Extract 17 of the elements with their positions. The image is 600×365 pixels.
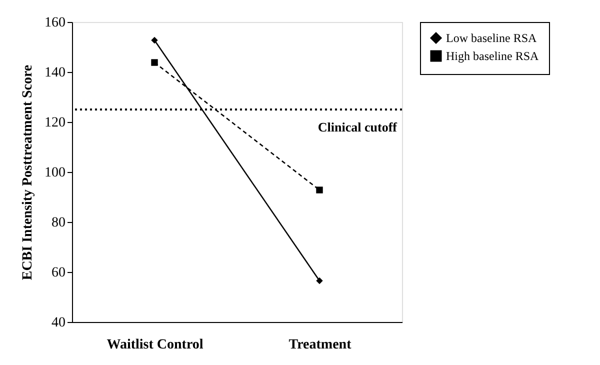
point bbox=[316, 277, 323, 284]
x-tick-label: Treatment bbox=[288, 338, 352, 352]
point bbox=[316, 186, 323, 194]
point bbox=[151, 36, 158, 44]
point bbox=[151, 59, 158, 66]
legend-label: Low baseline RSA bbox=[446, 31, 537, 45]
y-tick-label: 140 bbox=[44, 66, 66, 80]
legend-label: High baseline RSA bbox=[446, 49, 539, 63]
y-tick-label: 100 bbox=[44, 166, 66, 180]
x-tick-label: Waitlist Control bbox=[106, 338, 204, 352]
y-tick-label: 160 bbox=[44, 16, 66, 30]
y-tick-label: 40 bbox=[52, 316, 66, 330]
y-axis-title: ECBI Intensity Posttreatment Score bbox=[20, 64, 36, 280]
y-tick-label: 60 bbox=[52, 266, 66, 280]
y-tick-label: 120 bbox=[44, 116, 66, 130]
ref-line-label: Clinical cutoff bbox=[318, 120, 398, 134]
y-tick-label: 80 bbox=[52, 216, 66, 230]
